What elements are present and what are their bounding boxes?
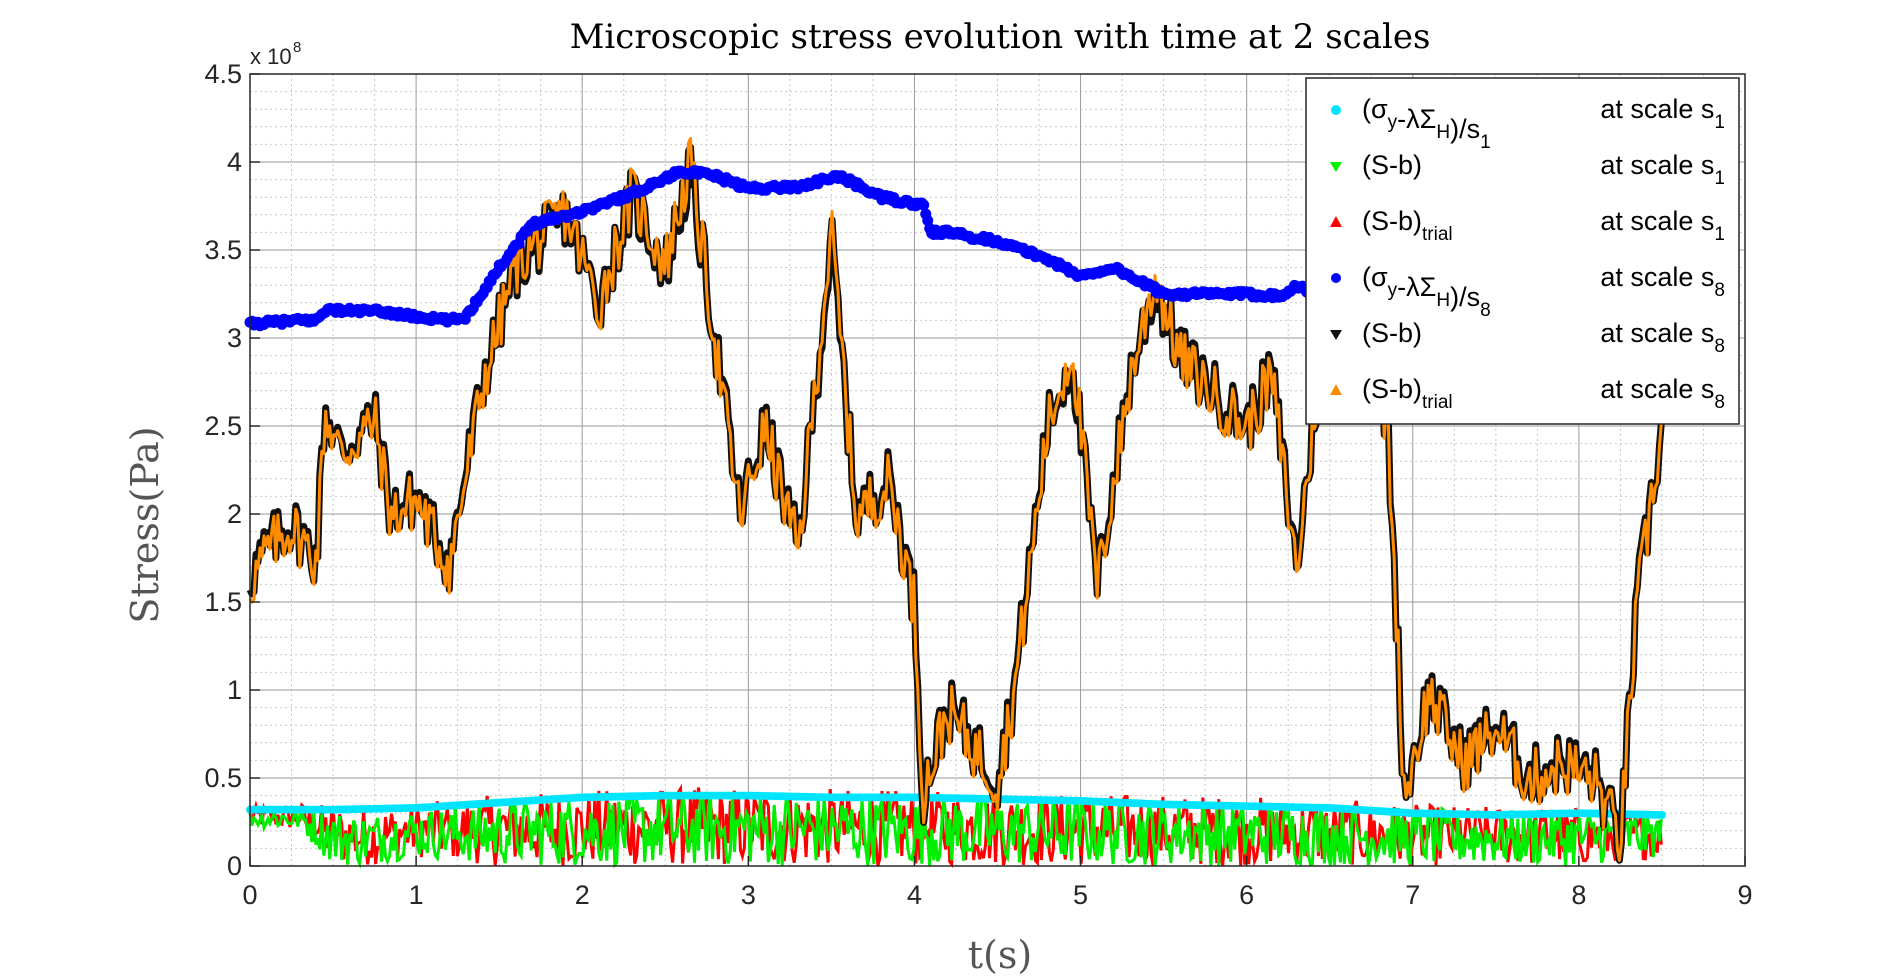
chart-title: Microscopic stress evolution with time a… <box>570 17 1431 57</box>
axis-ticks <box>249 73 1746 867</box>
x-axis-label: t(s) <box>968 933 1032 976</box>
series-sb-s1-line <box>248 792 1663 870</box>
series-sb-trial-s8-line <box>248 137 1663 862</box>
legend-scale-label: at scale s1 <box>1600 206 1725 245</box>
y-tick-label: 2 <box>227 499 242 529</box>
legend-label: (S-b)trial <box>1362 374 1453 413</box>
y-tick-label: 3.5 <box>204 235 242 265</box>
legend-label: (σy-λΣH)/s1 <box>1362 94 1491 153</box>
legend-scale-label: at scale s1 <box>1600 94 1725 133</box>
legend-label: (σy-λΣH)/s8 <box>1362 262 1491 321</box>
legend-label: (S-b)trial <box>1362 206 1453 245</box>
legend: (σy-λΣH)/s1 at scale s1 (S-b) at scale s1 (S… <box>1305 77 1740 425</box>
x-tick-label: 6 <box>1239 880 1254 910</box>
plot-frame <box>249 73 1746 867</box>
legend-box <box>1305 77 1740 425</box>
y-tick-label: 3 <box>227 323 242 353</box>
legend-marker <box>1330 216 1342 227</box>
legend-marker <box>1331 273 1341 283</box>
y-axis-label: Stress(Pa) <box>123 426 167 623</box>
legend-scale-label: at scale s8 <box>1600 318 1725 357</box>
x-tick-label: 3 <box>741 880 756 910</box>
legend-marker <box>1330 384 1342 395</box>
y-exponent: x 10 8 <box>250 39 301 69</box>
x-tick-labels: 0 1 2 3 4 5 6 7 8 9 <box>242 880 1752 910</box>
series-sigma-s8 <box>244 165 1352 332</box>
y-exponent-power: 8 <box>293 39 301 56</box>
y-tick-label: 4 <box>227 147 242 177</box>
x-tick-label: 2 <box>575 880 590 910</box>
series-sb-s1 <box>248 792 1663 870</box>
series-sigma-s1 <box>246 791 1666 819</box>
y-tick-label: 1.5 <box>204 587 242 617</box>
y-tick-label: 4.5 <box>204 59 242 89</box>
x-tick-label: 5 <box>1073 880 1088 910</box>
y-exponent-base: x 10 <box>250 44 292 69</box>
data-layer <box>244 137 1666 870</box>
legend-marker <box>1330 330 1342 340</box>
legend-label: (S-b) <box>1362 318 1422 348</box>
y-tick-label: 1 <box>227 675 242 705</box>
x-tick-label: 7 <box>1405 880 1420 910</box>
legend-scale-label: at scale s1 <box>1600 150 1725 189</box>
y-tick-labels: 0 0.5 1 1.5 2 2.5 3 3.5 4 4.5 <box>204 59 242 881</box>
y-tick-label: 0.5 <box>204 763 242 793</box>
series-sb-trial-s8 <box>248 137 1663 862</box>
legend-marker <box>1331 105 1341 115</box>
sigma-s8-point <box>918 199 930 211</box>
legend-scale-label: at scale s8 <box>1600 262 1725 301</box>
y-tick-label: 2.5 <box>204 411 242 441</box>
legend-scale-label: at scale s8 <box>1600 374 1725 413</box>
sigma-s1-point <box>1657 810 1666 819</box>
legend-label: (S-b) <box>1362 150 1422 180</box>
y-tick-label: 0 <box>227 851 242 881</box>
legend-marker <box>1330 162 1342 172</box>
x-tick-label: 4 <box>907 880 922 910</box>
x-tick-label: 1 <box>409 880 424 910</box>
x-tick-label: 8 <box>1571 880 1586 910</box>
x-tick-label: 9 <box>1737 880 1752 910</box>
x-tick-label: 0 <box>242 880 257 910</box>
